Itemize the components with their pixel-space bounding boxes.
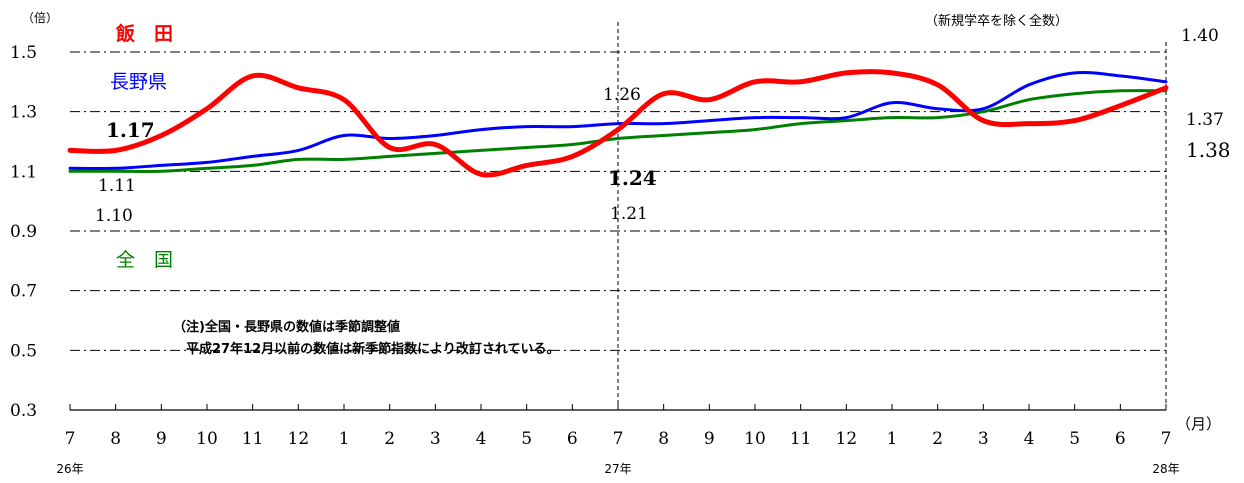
x-tick-label: 2	[384, 429, 395, 449]
x-tick-label: 3	[978, 429, 989, 449]
x-tick-label: 1	[339, 429, 350, 449]
series-layer	[67, 69, 1169, 178]
data-label: 1.40	[1181, 26, 1219, 46]
x-tick-label: 11	[790, 429, 812, 449]
x-tick-label: 10	[196, 429, 218, 449]
y-tick-label: 0.5	[10, 341, 37, 361]
series-line-iida	[67, 69, 1169, 178]
x-tick-label: 9	[156, 429, 167, 449]
y-tick-label: 0.9	[10, 222, 37, 242]
y-tick-label: 1.3	[10, 103, 37, 123]
data-label: 1.21	[610, 204, 648, 224]
y-tick-label: 0.7	[10, 282, 37, 302]
x-tick-label: 8	[110, 429, 121, 449]
x-tick-label: 2	[932, 429, 943, 449]
x-tick-label: 1	[887, 429, 898, 449]
year-label: 27年	[604, 462, 631, 476]
x-tick-label: 9	[704, 429, 715, 449]
data-label: 1.26	[603, 85, 641, 105]
series-line-zenkoku	[68, 89, 1168, 174]
data-label: 1.10	[95, 206, 133, 226]
x-tick-label: 3	[430, 429, 441, 449]
legend-iida: 飯 田	[115, 22, 173, 45]
x-tick-label: 10	[744, 429, 766, 449]
y-tick-label: 1.5	[10, 43, 37, 63]
annotation-line-1: （注)全国・長野県の数値は季節調整値	[173, 319, 400, 335]
x-tick-label: 7	[613, 429, 624, 449]
annotation-line-2: 平成27年12月以前の数値は新季節指数により改訂されている。	[173, 341, 560, 357]
data-label: 1.11	[98, 176, 136, 196]
note-top-right: （新規学卒を除く全数）	[925, 13, 1068, 29]
x-tick-label: 4	[1024, 429, 1035, 449]
series-line-nagano	[68, 71, 1168, 171]
data-label: 1.37	[1186, 110, 1224, 130]
x-tick-label: 4	[476, 429, 487, 449]
year-label: 28年	[1152, 462, 1179, 476]
x-tick-label: 7	[65, 429, 76, 449]
x-tick-label: 5	[1069, 429, 1080, 449]
unit-label: （倍）	[22, 10, 58, 25]
x-tick-label: 6	[567, 429, 578, 449]
axis-layer: 1.51.31.10.90.70.50.37 8 9 10 11 12 1 2 3 4 5 6 7 8 9 1…	[10, 43, 1180, 476]
x-tick-label: 7	[1161, 429, 1172, 449]
y-tick-label: 1.1	[10, 162, 37, 182]
legend-zenkoku: 全 国	[116, 249, 173, 271]
y-tick-label: 0.3	[10, 401, 37, 421]
x-tick-label: 11	[242, 429, 264, 449]
grid-layer	[70, 22, 1167, 410]
year-label: 26年	[56, 462, 83, 476]
x-tick-label: 12	[836, 429, 858, 449]
label-layer: 1.17 1.11 1.10 1.26 1.24 1.21 1.40 1.37 1.38	[95, 26, 1231, 226]
data-label: 1.24	[608, 166, 657, 190]
x-tick-label: 8	[658, 429, 669, 449]
x-tick-label: 12	[288, 429, 310, 449]
data-label: 1.17	[106, 118, 155, 142]
legend-nagano: 長野県	[110, 71, 167, 93]
x-unit-label: （月）	[1176, 415, 1221, 433]
x-tick-label: 6	[1115, 429, 1126, 449]
x-tick-label: 5	[521, 429, 532, 449]
data-label: 1.38	[1186, 138, 1231, 162]
